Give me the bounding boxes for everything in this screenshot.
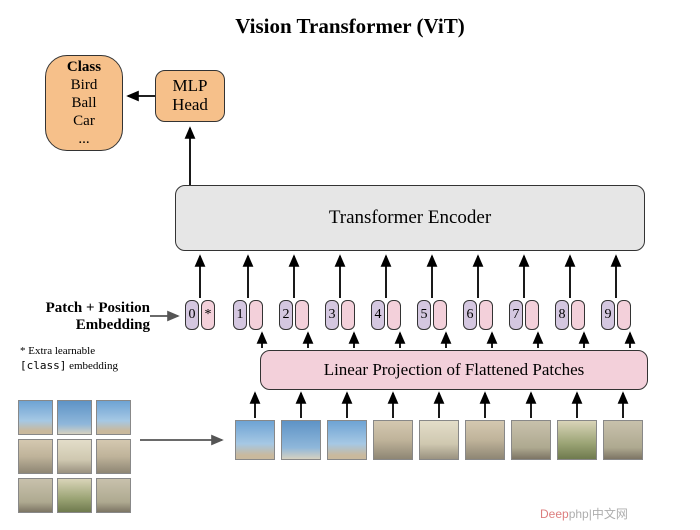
encoder-label: Transformer Encoder xyxy=(329,207,491,229)
patch-token-4 xyxy=(387,300,401,330)
pos-token-8: 8 xyxy=(555,300,569,330)
patch-token-7 xyxy=(525,300,539,330)
pos-token-7: 7 xyxy=(509,300,523,330)
class-item: ... xyxy=(71,130,98,148)
mlp-label-2: Head xyxy=(172,96,208,115)
flat-patch-3 xyxy=(373,420,413,460)
pos-token-0: 0 xyxy=(185,300,199,330)
patch-token-8 xyxy=(571,300,585,330)
class-item: Car xyxy=(71,112,98,130)
token-pair-3: 3 xyxy=(325,300,355,330)
fn-l1: * Extra learnable xyxy=(20,345,180,359)
patch-token-0: * xyxy=(201,300,215,330)
input-patch-6 xyxy=(18,478,53,513)
pp-l2: Embedding xyxy=(10,317,150,334)
linproj-label: Linear Projection of Flattened Patches xyxy=(324,360,585,380)
input-patch-3 xyxy=(18,439,53,474)
pos-token-4: 4 xyxy=(371,300,385,330)
token-pair-7: 7 xyxy=(509,300,539,330)
pos-token-6: 6 xyxy=(463,300,477,330)
pos-token-9: 9 xyxy=(601,300,615,330)
input-patch-2 xyxy=(96,400,131,435)
patch-token-1 xyxy=(249,300,263,330)
pos-token-5: 5 xyxy=(417,300,431,330)
token-pair-2: 2 xyxy=(279,300,309,330)
watermark: Deepphp|中文网 xyxy=(540,505,628,522)
flat-patch-4 xyxy=(419,420,459,460)
patch-token-3 xyxy=(341,300,355,330)
pos-token-2: 2 xyxy=(279,300,293,330)
class-item: Ball xyxy=(71,94,98,112)
flat-patch-0 xyxy=(235,420,275,460)
patch-token-2 xyxy=(295,300,309,330)
input-patch-8 xyxy=(96,478,131,513)
linear-projection-block: Linear Projection of Flattened Patches xyxy=(260,350,648,390)
token-pair-1: 1 xyxy=(233,300,263,330)
token-pair-8: 8 xyxy=(555,300,585,330)
flat-patch-1 xyxy=(281,420,321,460)
token-pair-9: 9 xyxy=(601,300,631,330)
pos-token-1: 1 xyxy=(233,300,247,330)
patch-token-6 xyxy=(479,300,493,330)
patch-token-5 xyxy=(433,300,447,330)
flat-patch-5 xyxy=(465,420,505,460)
input-patch-4 xyxy=(57,439,92,474)
patch-token-9 xyxy=(617,300,631,330)
patch-position-label: Patch + Position Embedding xyxy=(10,300,150,334)
class-token-footnote: * Extra learnable [class] embedding xyxy=(20,345,180,374)
flat-patch-2 xyxy=(327,420,367,460)
token-pair-6: 6 xyxy=(463,300,493,330)
pp-l1: Patch + Position xyxy=(10,300,150,317)
flat-patch-8 xyxy=(603,420,643,460)
input-patch-5 xyxy=(96,439,131,474)
input-patch-0 xyxy=(18,400,53,435)
token-pair-0: 0* xyxy=(185,300,215,330)
transformer-encoder-block: Transformer Encoder xyxy=(175,185,645,251)
token-pair-5: 5 xyxy=(417,300,447,330)
input-image-grid xyxy=(18,400,131,513)
input-patch-1 xyxy=(57,400,92,435)
fn-l2: [class] embedding xyxy=(20,359,180,374)
pos-token-3: 3 xyxy=(325,300,339,330)
class-header: Class xyxy=(67,58,101,76)
flat-patch-7 xyxy=(557,420,597,460)
mlp-label-1: MLP xyxy=(172,77,208,96)
mlp-head-block: MLP Head xyxy=(155,70,225,122)
diagram-title: Vision Transformer (ViT) xyxy=(0,14,700,39)
class-output-box: Class BirdBallCar... xyxy=(45,55,123,151)
input-patch-7 xyxy=(57,478,92,513)
token-pair-4: 4 xyxy=(371,300,401,330)
flat-patch-6 xyxy=(511,420,551,460)
class-item: Bird xyxy=(71,76,98,94)
